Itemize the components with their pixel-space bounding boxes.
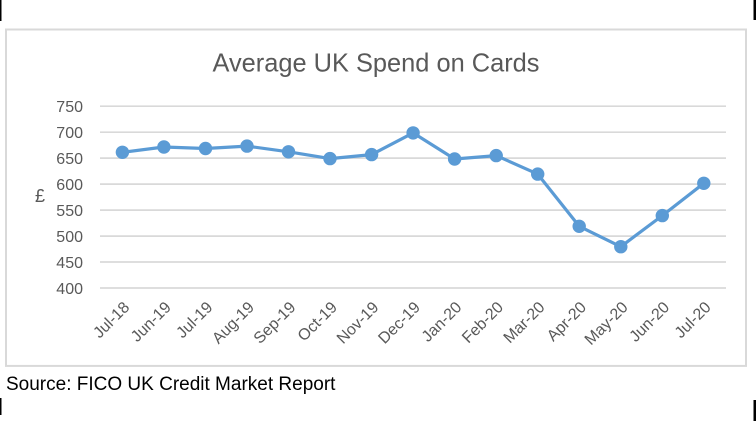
svg-text:500: 500	[56, 229, 83, 246]
svg-text:600: 600	[56, 177, 83, 194]
svg-text:Source: FICO UK Credit Market: Source: FICO UK Credit Market Report	[6, 374, 336, 395]
svg-text:700: 700	[56, 125, 83, 142]
svg-text:Average UK Spend on Cards: Average UK Spend on Cards	[213, 48, 540, 78]
svg-text:550: 550	[56, 203, 83, 220]
svg-text:400: 400	[56, 281, 83, 298]
svg-text:£: £	[35, 186, 45, 206]
svg-text:750: 750	[56, 99, 83, 116]
svg-text:450: 450	[56, 255, 83, 272]
svg-text:650: 650	[56, 151, 83, 168]
